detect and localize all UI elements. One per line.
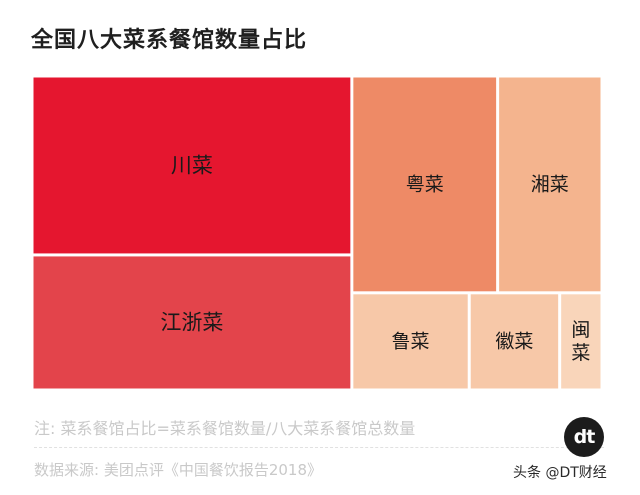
treemap-cell: 江浙菜 xyxy=(33,256,351,389)
dt-logo-icon: dt xyxy=(564,417,604,457)
watermark-text: 头条 @DT财经 xyxy=(513,465,607,481)
treemap-cell: 闽菜 xyxy=(561,294,601,389)
treemap-cell: 粤菜 xyxy=(353,77,497,292)
treemap-cell: 鲁菜 xyxy=(353,294,468,389)
treemap-rect xyxy=(499,77,601,292)
treemap-rect xyxy=(353,294,468,389)
treemap-cell: 徽菜 xyxy=(470,294,559,389)
treemap-rect xyxy=(33,256,351,389)
treemap-label: 徽菜 xyxy=(495,330,533,352)
treemap-rect xyxy=(561,294,601,389)
chart-source: 数据来源: 美团点评《中国餐饮报告2018》 xyxy=(34,461,322,479)
treemap-label: 江浙菜 xyxy=(160,310,223,334)
treemap-label: 菜 xyxy=(571,342,590,364)
treemap-rect xyxy=(353,77,497,292)
treemap-label: 粤菜 xyxy=(406,173,444,195)
treemap-label: 闽 xyxy=(571,319,590,341)
footer-divider xyxy=(34,447,604,448)
treemap-label: 鲁菜 xyxy=(392,330,430,352)
chart-note: 注: 菜系餐馆占比=菜系餐馆数量/八大菜系餐馆总数量 xyxy=(34,419,416,438)
treemap-label: 湘菜 xyxy=(531,173,569,195)
treemap-rect xyxy=(33,77,351,254)
treemap-label: 川菜 xyxy=(171,153,213,177)
treemap-rect xyxy=(470,294,559,389)
treemap-cell: 川菜 xyxy=(33,77,351,254)
chart-title: 全国八大菜系餐馆数量占比 xyxy=(31,28,308,53)
treemap-cell: 湘菜 xyxy=(499,77,601,292)
